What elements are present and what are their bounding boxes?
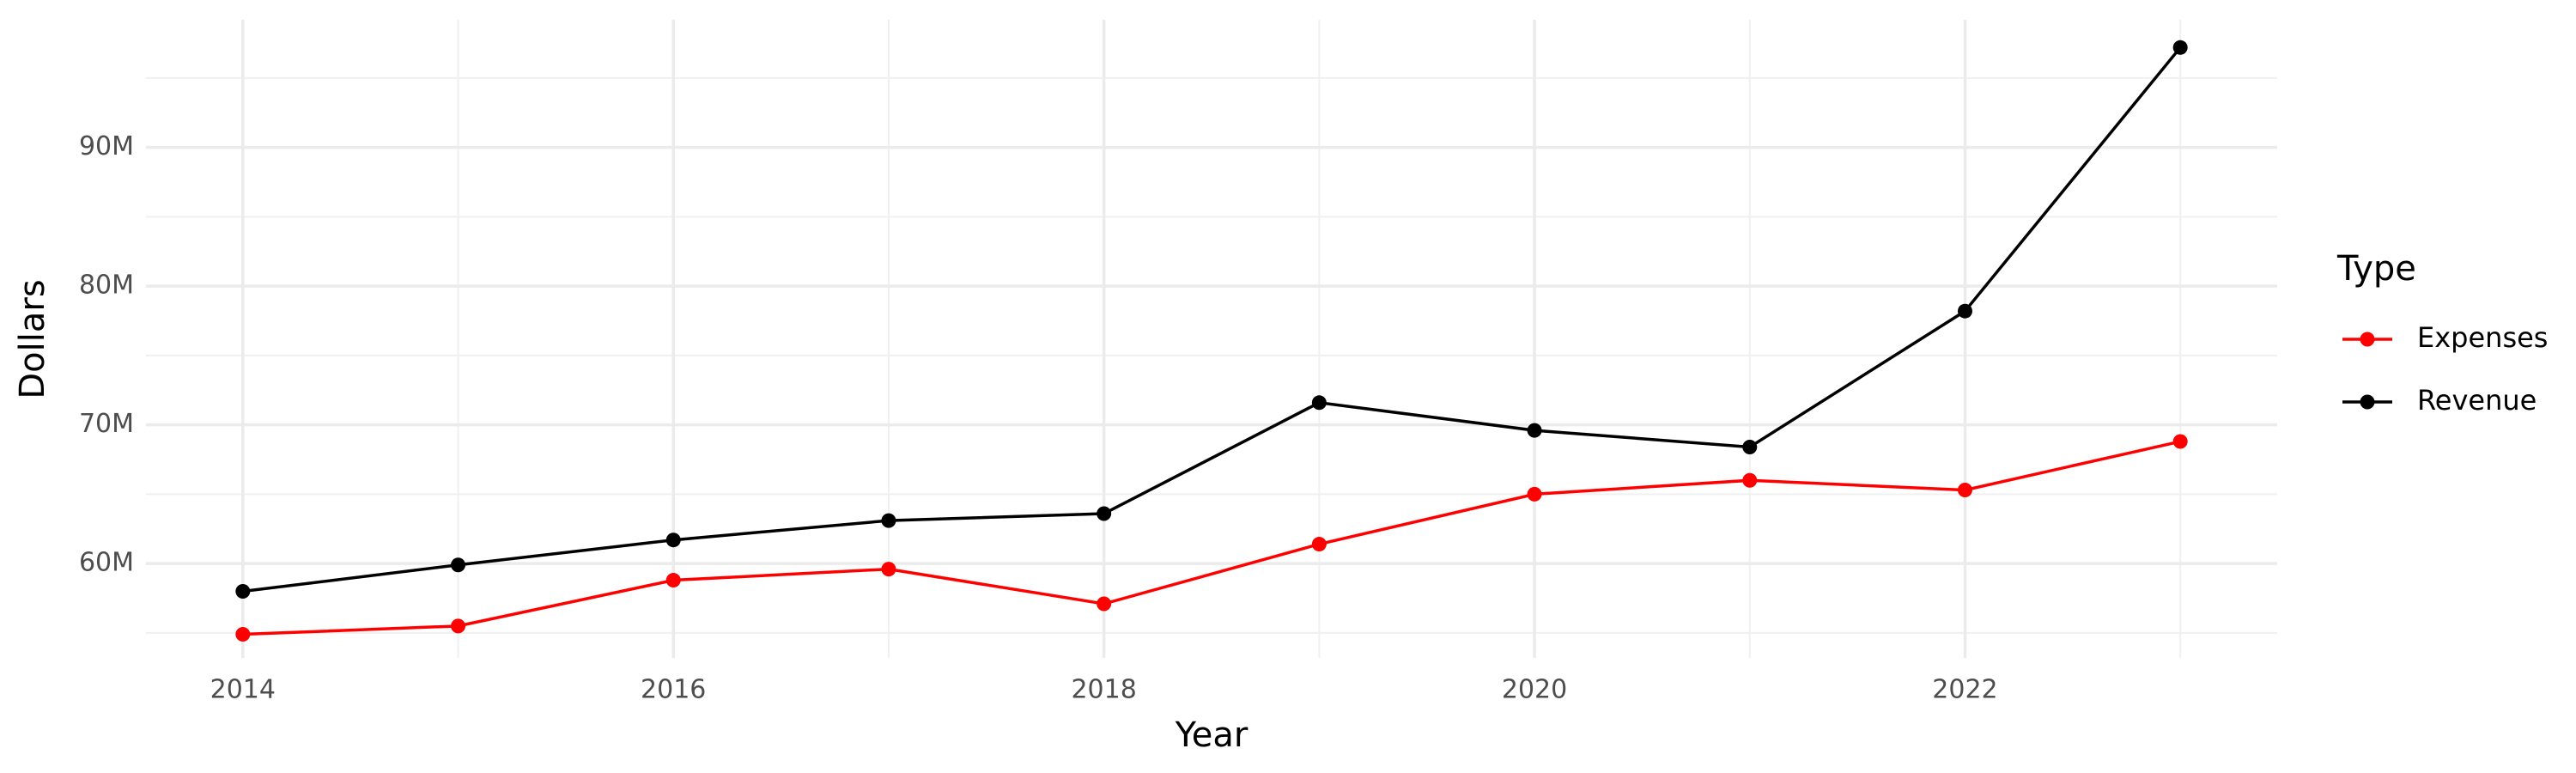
x-tick-label: 2022	[1932, 675, 1997, 705]
x-tick-label: 2020	[1502, 675, 1567, 705]
data-point	[1957, 483, 1972, 498]
marks	[235, 40, 2188, 642]
x-tick-label: 2014	[210, 675, 276, 705]
data-point	[1742, 439, 1758, 454]
data-point	[1311, 537, 1327, 552]
data-point	[2172, 40, 2188, 55]
legend-marker	[2360, 332, 2375, 347]
data-point	[451, 557, 466, 573]
data-point	[1097, 596, 1112, 612]
data-point	[1097, 506, 1112, 521]
data-point	[1957, 303, 1972, 319]
data-point	[1311, 395, 1327, 411]
data-point	[235, 583, 251, 599]
legend-label: Revenue	[2417, 384, 2537, 417]
data-point	[665, 573, 681, 588]
data-point	[451, 618, 466, 634]
x-axis-title: Year	[1175, 715, 1249, 755]
y-axis-title: Dollars	[13, 279, 52, 399]
legend-label: Expenses	[2417, 321, 2548, 354]
series-line	[242, 440, 2181, 636]
y-tick-label: 60M	[79, 548, 134, 578]
x-tick-label: 2018	[1071, 675, 1136, 705]
legend-title: Type	[2336, 249, 2416, 289]
y-tick-label: 90M	[79, 131, 134, 161]
data-point	[1742, 472, 1758, 488]
data-point	[881, 562, 896, 577]
y-tick-label: 80M	[79, 271, 134, 301]
legend-marker	[2360, 394, 2375, 410]
y-tick-label: 70M	[79, 409, 134, 439]
data-point	[1527, 423, 1542, 438]
data-point	[881, 513, 896, 528]
series-line	[242, 46, 2182, 593]
data-point	[2172, 434, 2188, 449]
data-point	[235, 627, 251, 642]
x-tick-label: 2016	[641, 675, 706, 705]
data-point	[665, 533, 681, 548]
data-point	[1527, 486, 1542, 502]
grid	[146, 20, 2277, 658]
